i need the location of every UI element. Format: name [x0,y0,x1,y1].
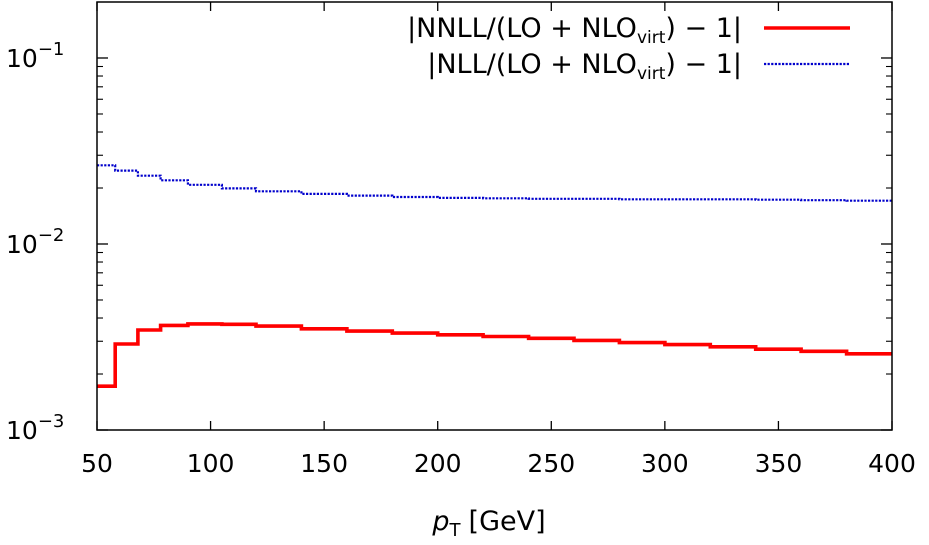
legend-label-2: |NLL/(LO + NLOvirt) − 1| [427,49,742,84]
legend-label-main: |NLL/(LO + NLO [427,49,637,80]
y-tick-label: 10−2 [6,225,64,259]
legend-label-sub: virt [637,64,666,84]
series-line-1 [97,322,892,388]
y-tick-label: 10−3 [6,411,64,445]
x-tick-label: 400 [868,449,916,478]
x-axis-label-var: p [431,506,449,537]
legend-label-1: |NNLL/(LO + NLOvirt) − 1| [407,13,742,48]
y-tick-exponent: −2 [38,225,65,246]
x-tick-label: 150 [300,449,348,478]
y-tick-base: 10 [6,44,38,73]
x-axis-label-sub: T [449,520,462,541]
x-tick-label: 250 [527,449,575,478]
y-tick-base: 10 [6,416,38,445]
x-tick-label: 300 [641,449,689,478]
x-tick-label: 350 [755,449,803,478]
legend: |NNLL/(LO + NLOvirt) − 1||NLL/(LO + NLOv… [407,13,850,84]
y-tick-exponent: −3 [38,411,65,432]
legend-label-main: |NNLL/(LO + NLO [407,13,637,44]
y-tick-base: 10 [6,230,38,259]
y-tick-label: 10−1 [6,39,64,73]
x-tick-label: 50 [81,449,113,478]
plot-frame [96,1,893,431]
x-tick-label: 200 [414,449,462,478]
x-tick-label: 100 [187,449,235,478]
legend-label-tail: ) − 1| [665,49,742,80]
legend-label-sub: virt [637,28,666,48]
x-axis-label: pT [GeV] [431,506,545,541]
y-tick-exponent: −1 [38,39,65,60]
plot-layer [97,164,892,388]
legend-label-tail: ) − 1| [665,13,742,44]
series-line-2 [97,164,892,202]
x-axis-label-unit: [GeV] [469,506,546,537]
